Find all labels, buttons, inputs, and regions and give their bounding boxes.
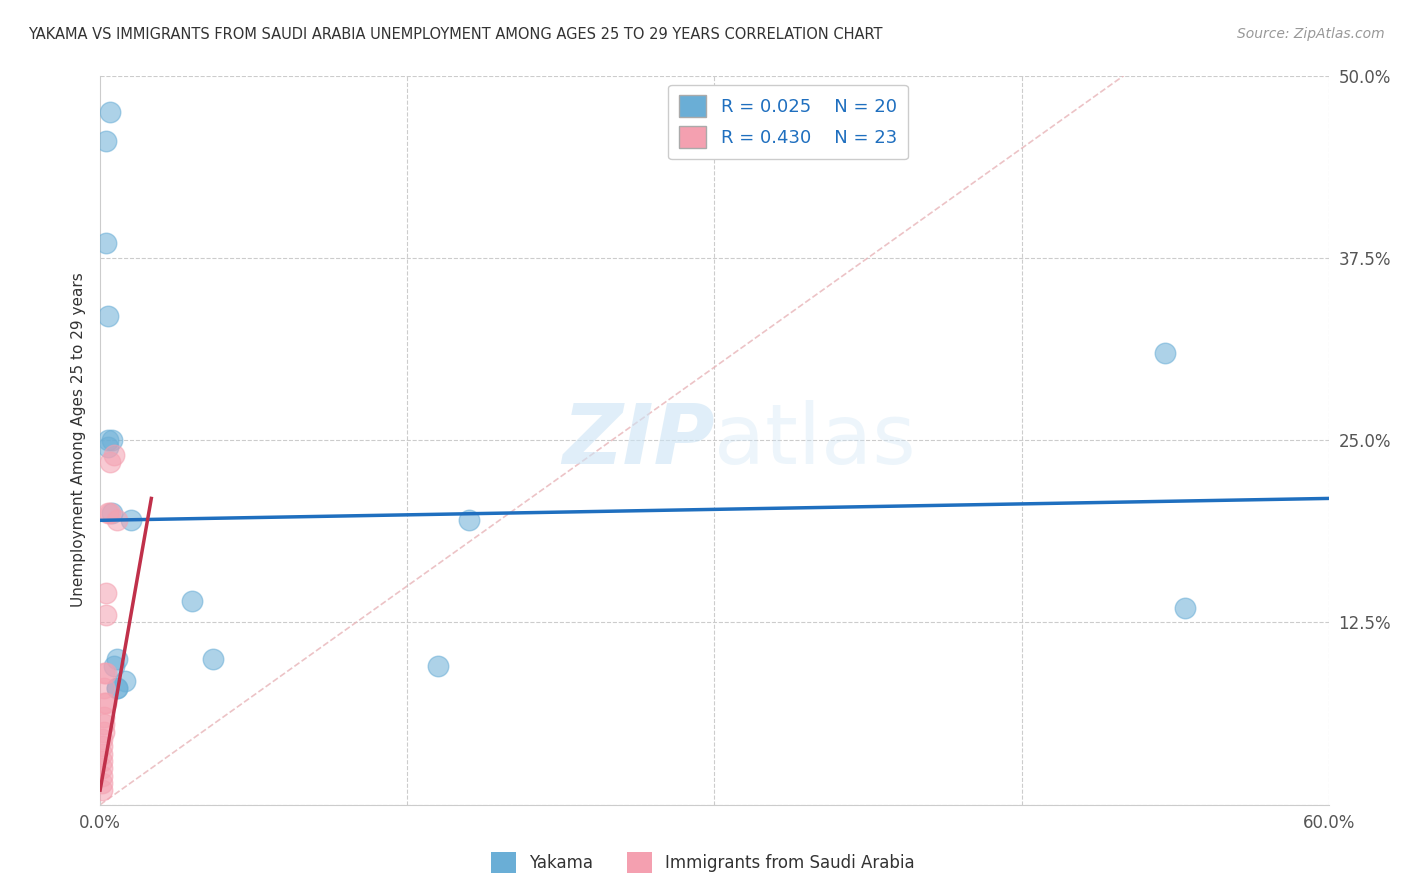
- Text: YAKAMA VS IMMIGRANTS FROM SAUDI ARABIA UNEMPLOYMENT AMONG AGES 25 TO 29 YEARS CO: YAKAMA VS IMMIGRANTS FROM SAUDI ARABIA U…: [28, 27, 883, 42]
- Point: [105, 513, 128, 527]
- Point: [91, 754, 114, 768]
- Point: [120, 513, 142, 527]
- Point: [93, 696, 115, 710]
- Point: [97, 506, 120, 520]
- Point: [98, 105, 121, 120]
- Legend: Yakama, Immigrants from Saudi Arabia: Yakama, Immigrants from Saudi Arabia: [485, 846, 921, 880]
- Point: [91, 732, 114, 747]
- Point: [101, 433, 124, 447]
- Point: [91, 783, 114, 797]
- Point: [98, 506, 121, 520]
- Point: [93, 710, 115, 724]
- Point: [105, 652, 128, 666]
- Point: [97, 441, 120, 455]
- Point: [105, 681, 128, 695]
- Point: [91, 768, 114, 782]
- Point: [105, 681, 128, 695]
- Point: [96, 586, 118, 600]
- Point: [114, 673, 136, 688]
- Point: [96, 666, 118, 681]
- Point: [98, 455, 121, 469]
- Text: ZIP: ZIP: [562, 400, 714, 481]
- Point: [91, 776, 114, 790]
- Point: [96, 236, 118, 251]
- Point: [96, 134, 118, 148]
- Point: [181, 593, 204, 607]
- Point: [427, 659, 450, 673]
- Point: [91, 739, 114, 754]
- Y-axis label: Unemployment Among Ages 25 to 29 years: Unemployment Among Ages 25 to 29 years: [72, 273, 86, 607]
- Point: [93, 724, 115, 739]
- Point: [103, 448, 125, 462]
- Point: [96, 608, 118, 623]
- Point: [91, 747, 114, 761]
- Text: Source: ZipAtlas.com: Source: ZipAtlas.com: [1237, 27, 1385, 41]
- Point: [97, 433, 120, 447]
- Point: [101, 506, 124, 520]
- Text: atlas: atlas: [714, 400, 917, 481]
- Point: [97, 309, 120, 323]
- Point: [1174, 600, 1197, 615]
- Point: [457, 513, 479, 527]
- Point: [1153, 345, 1175, 359]
- Point: [93, 717, 115, 731]
- Point: [201, 652, 224, 666]
- Point: [96, 696, 118, 710]
- Legend: R = 0.025    N = 20, R = 0.430    N = 23: R = 0.025 N = 20, R = 0.430 N = 23: [668, 85, 908, 160]
- Point: [103, 659, 125, 673]
- Point: [93, 666, 115, 681]
- Point: [91, 761, 114, 775]
- Point: [93, 681, 115, 695]
